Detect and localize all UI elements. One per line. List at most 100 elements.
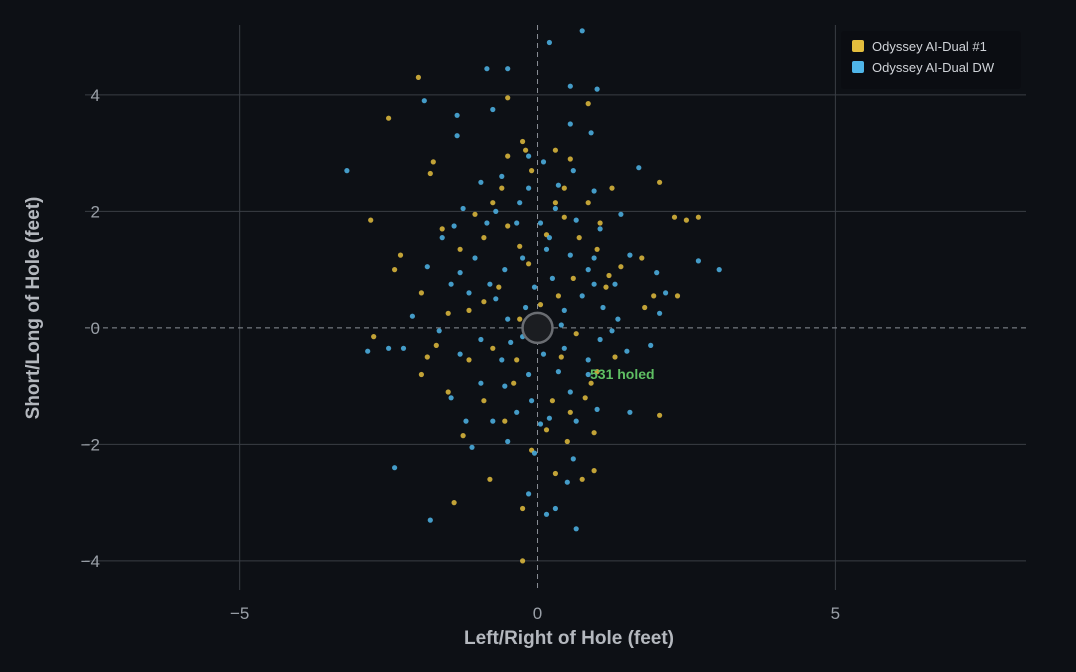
- shot-point-series-1: [564, 479, 570, 485]
- shot-point-series-0: [603, 284, 609, 290]
- shot-point-series-1: [558, 322, 564, 328]
- shot-point-series-0: [514, 357, 520, 363]
- reference-lines: [85, 25, 1026, 590]
- shot-point-series-1: [573, 526, 579, 532]
- shot-point-series-1: [609, 328, 615, 334]
- shot-point-series-1: [460, 205, 466, 212]
- shot-point-series-0: [371, 334, 377, 340]
- shot-point-series-1: [570, 456, 576, 462]
- x-axis-label: Left/Right of Hole (feet): [464, 628, 674, 649]
- shot-point-series-0: [427, 170, 433, 177]
- shot-point-series-1: [508, 339, 514, 345]
- shot-point-series-1: [546, 415, 553, 421]
- legend-swatch-odyssey-ai-dual-1: [852, 40, 864, 52]
- shot-point-series-1: [490, 106, 496, 113]
- shot-point-series-0: [567, 409, 573, 415]
- shot-point-series-1: [561, 345, 567, 351]
- shot-point-series-1: [618, 211, 624, 217]
- hole-icon: [521, 311, 554, 345]
- shot-point-series-0: [683, 217, 690, 223]
- shot-point-series-1: [716, 267, 722, 273]
- shot-point-series-1: [424, 264, 430, 270]
- shot-point-series-1: [597, 336, 603, 343]
- shot-point-series-1: [591, 188, 597, 194]
- shot-point-series-1: [585, 371, 591, 378]
- shot-point-series-1: [549, 275, 556, 281]
- shot-point-series-1: [579, 293, 585, 299]
- shot-point-series-0: [552, 147, 559, 153]
- shot-point-series-1: [531, 284, 538, 290]
- shot-point-series-1: [478, 380, 484, 386]
- shot-point-series-1: [392, 465, 398, 471]
- shot-point-series-1: [386, 345, 392, 351]
- shot-point-series-1: [543, 511, 550, 517]
- shot-point-series-0: [639, 255, 645, 261]
- shot-point-series-1: [573, 217, 579, 223]
- shot-point-series-1: [439, 235, 445, 241]
- shot-point-series-0: [561, 185, 567, 191]
- x-tick-label: 0: [533, 604, 542, 623]
- shot-point-series-1: [448, 281, 454, 287]
- shot-point-series-0: [490, 345, 496, 351]
- shot-point-series-1: [537, 220, 544, 226]
- y-tick-label: −4: [81, 552, 100, 571]
- shot-point-series-0: [424, 354, 430, 360]
- shot-point-series-1: [561, 307, 567, 313]
- shot-point-series-1: [543, 246, 550, 252]
- shot-point-series-1: [591, 255, 597, 261]
- shot-point-series-1: [344, 168, 350, 174]
- shot-point-series-0: [523, 147, 529, 153]
- shot-point-series-0: [564, 438, 570, 445]
- shot-point-series-1: [400, 345, 407, 351]
- shot-point-series-1: [627, 409, 633, 415]
- shot-point-series-0: [418, 371, 424, 378]
- shot-point-series-1: [478, 179, 484, 185]
- shot-point-series-0: [591, 468, 597, 474]
- shot-point-series-0: [618, 264, 624, 270]
- shot-point-series-0: [511, 380, 517, 386]
- shot-point-series-0: [490, 200, 496, 206]
- shot-point-series-1: [448, 395, 454, 401]
- shot-point-series-1: [585, 267, 591, 273]
- shot-point-series-0: [415, 74, 421, 80]
- legend[interactable]: Odyssey AI-Dual #1 Odyssey AI-Dual DW: [841, 31, 1021, 89]
- shot-point-series-1: [505, 66, 511, 72]
- shot-point-series-1: [597, 226, 603, 232]
- shot-point-series-0: [505, 95, 511, 101]
- shot-point-series-1: [555, 182, 562, 188]
- shot-point-series-0: [537, 302, 544, 308]
- shot-point-series-0: [433, 342, 439, 348]
- shot-point-series-0: [612, 354, 618, 360]
- shot-point-series-1: [454, 133, 460, 139]
- shot-point-series-0: [397, 252, 404, 258]
- legend-label-odyssey-ai-dual-dw: Odyssey AI-Dual DW: [872, 60, 995, 75]
- legend-label-odyssey-ai-dual-1: Odyssey AI-Dual #1: [872, 39, 987, 54]
- shot-point-series-0: [674, 293, 681, 299]
- shot-point-series-0: [657, 412, 663, 418]
- shot-point-series-0: [457, 246, 463, 252]
- shot-point-series-0: [642, 304, 648, 311]
- shot-point-series-1: [537, 421, 544, 427]
- shot-point-series-0: [517, 316, 523, 322]
- hole-marker: [521, 311, 554, 345]
- shot-point-series-0: [505, 223, 511, 229]
- shot-point-series-1: [546, 39, 553, 46]
- shot-point-series-1: [427, 517, 433, 523]
- shot-point-series-1: [505, 316, 511, 322]
- shot-point-series-1: [454, 112, 460, 118]
- shot-point-series-1: [409, 313, 415, 319]
- shot-point-series-1: [451, 223, 457, 229]
- y-tick-label: 0: [91, 319, 100, 338]
- shot-point-series-0: [520, 138, 526, 145]
- shot-point-series-1: [421, 98, 427, 104]
- shot-point-series-1: [594, 406, 600, 412]
- shot-point-series-0: [386, 115, 392, 121]
- shot-point-series-0: [555, 293, 562, 299]
- shot-point-series-1: [517, 200, 523, 206]
- y-tick-label: 2: [91, 202, 100, 221]
- shot-point-series-0: [597, 220, 603, 226]
- shot-point-series-1: [600, 304, 606, 311]
- shot-point-series-1: [478, 336, 484, 343]
- shot-point-series-1: [546, 235, 553, 241]
